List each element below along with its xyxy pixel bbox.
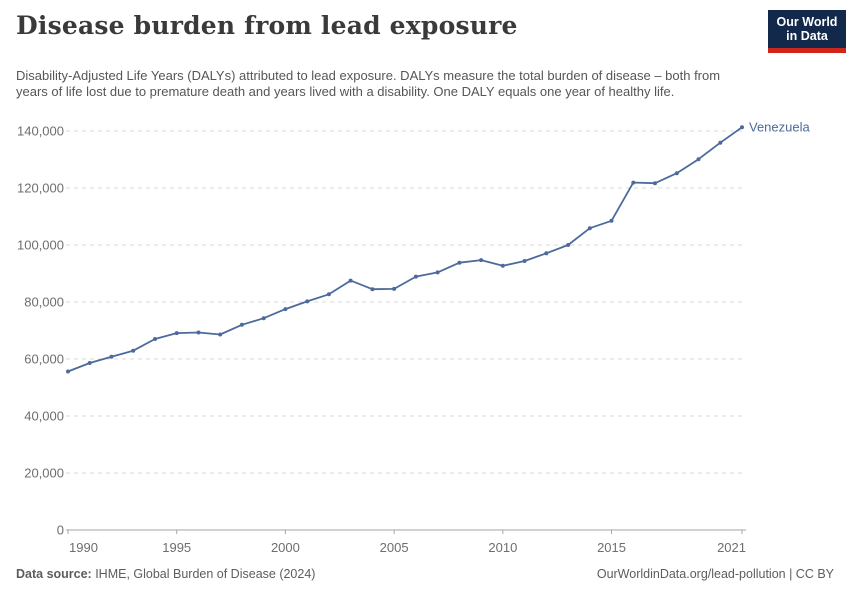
- data-point: [87, 361, 92, 365]
- footer-link[interactable]: OurWorldinData.org/lead-pollution | CC B…: [596, 567, 834, 581]
- x-tick-label: 1995: [162, 540, 191, 555]
- y-tick-label: 80,000: [24, 295, 64, 310]
- data-point: [261, 316, 266, 321]
- x-tick-label: 2005: [380, 540, 409, 555]
- data-point: [718, 140, 723, 145]
- chart-title: Disease burden from lead exposure: [16, 11, 518, 40]
- venezuela-line: [67, 126, 743, 373]
- data-point: [326, 292, 331, 297]
- data-point: [348, 278, 353, 283]
- owid-logo-line1: Our World: [776, 15, 838, 29]
- data-point: [109, 354, 114, 359]
- data-point: [392, 286, 397, 291]
- data-point: [239, 322, 244, 327]
- data-point: [522, 259, 527, 263]
- data-point: [631, 180, 636, 185]
- x-tick-label: 2021: [717, 540, 746, 555]
- y-tick-label: 100,000: [17, 238, 64, 253]
- data-point: [196, 330, 201, 335]
- data-point: [283, 307, 288, 312]
- y-tick-label: 20,000: [24, 466, 64, 481]
- y-tick-label: 0: [57, 523, 64, 538]
- data-point: [566, 243, 571, 247]
- data-point: [740, 125, 744, 130]
- owid-logo: Our World in Data: [768, 10, 846, 53]
- owid-logo-box: Our World in Data: [768, 10, 846, 48]
- x-tick-label: 2000: [271, 540, 300, 555]
- data-point: [609, 218, 614, 223]
- data-point: [131, 348, 136, 353]
- data-point: [674, 171, 679, 176]
- data-point: [305, 299, 310, 304]
- chart-subtitle: Disability-Adjusted Life Years (DALYs) a…: [16, 68, 721, 99]
- y-tick-label: 40,000: [24, 409, 64, 424]
- data-point: [544, 251, 549, 256]
- owid-logo-line2: in Data: [786, 29, 828, 43]
- venezuela-label: Venezuela: [749, 119, 810, 134]
- owid-logo-red-bar: [768, 48, 846, 53]
- data-source-text: IHME, Global Burden of Disease (2024): [91, 567, 316, 581]
- x-tick-label: 2015: [597, 540, 626, 555]
- data-point: [370, 287, 375, 292]
- chart-footer: Data source: IHME, Global Burden of Dise…: [16, 567, 834, 581]
- y-tick-label: 60,000: [24, 352, 64, 367]
- data-point: [66, 369, 70, 374]
- data-point: [500, 263, 505, 268]
- y-tick-label: 120,000: [17, 181, 64, 196]
- data-point: [435, 270, 440, 275]
- y-tick-label: 140,000: [17, 124, 64, 139]
- data-point: [174, 331, 179, 336]
- data-source: Data source: IHME, Global Burden of Dise…: [16, 567, 315, 581]
- data-point: [218, 332, 223, 337]
- data-point: [696, 157, 701, 162]
- data-point: [587, 226, 592, 231]
- data-point: [153, 337, 157, 341]
- data-point: [653, 181, 657, 186]
- data-point: [479, 258, 484, 263]
- x-tick-label: 2010: [488, 540, 517, 555]
- data-point: [457, 260, 462, 265]
- data-point: [413, 274, 418, 279]
- x-tick-label: 1990: [69, 540, 98, 555]
- data-source-label: Data source:: [16, 567, 92, 581]
